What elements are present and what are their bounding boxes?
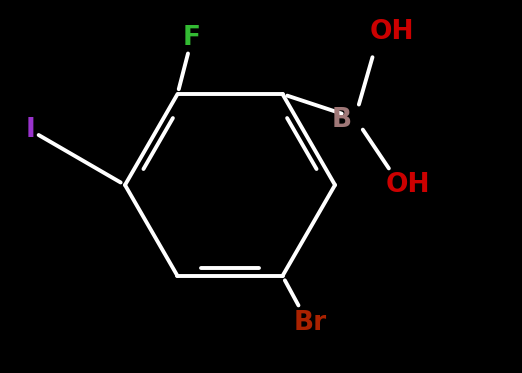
Text: B: B [332, 107, 352, 133]
Text: F: F [183, 25, 201, 51]
Text: Br: Br [293, 310, 327, 336]
Text: OH: OH [370, 19, 414, 45]
Text: I: I [25, 117, 35, 143]
Text: OH: OH [386, 172, 431, 198]
